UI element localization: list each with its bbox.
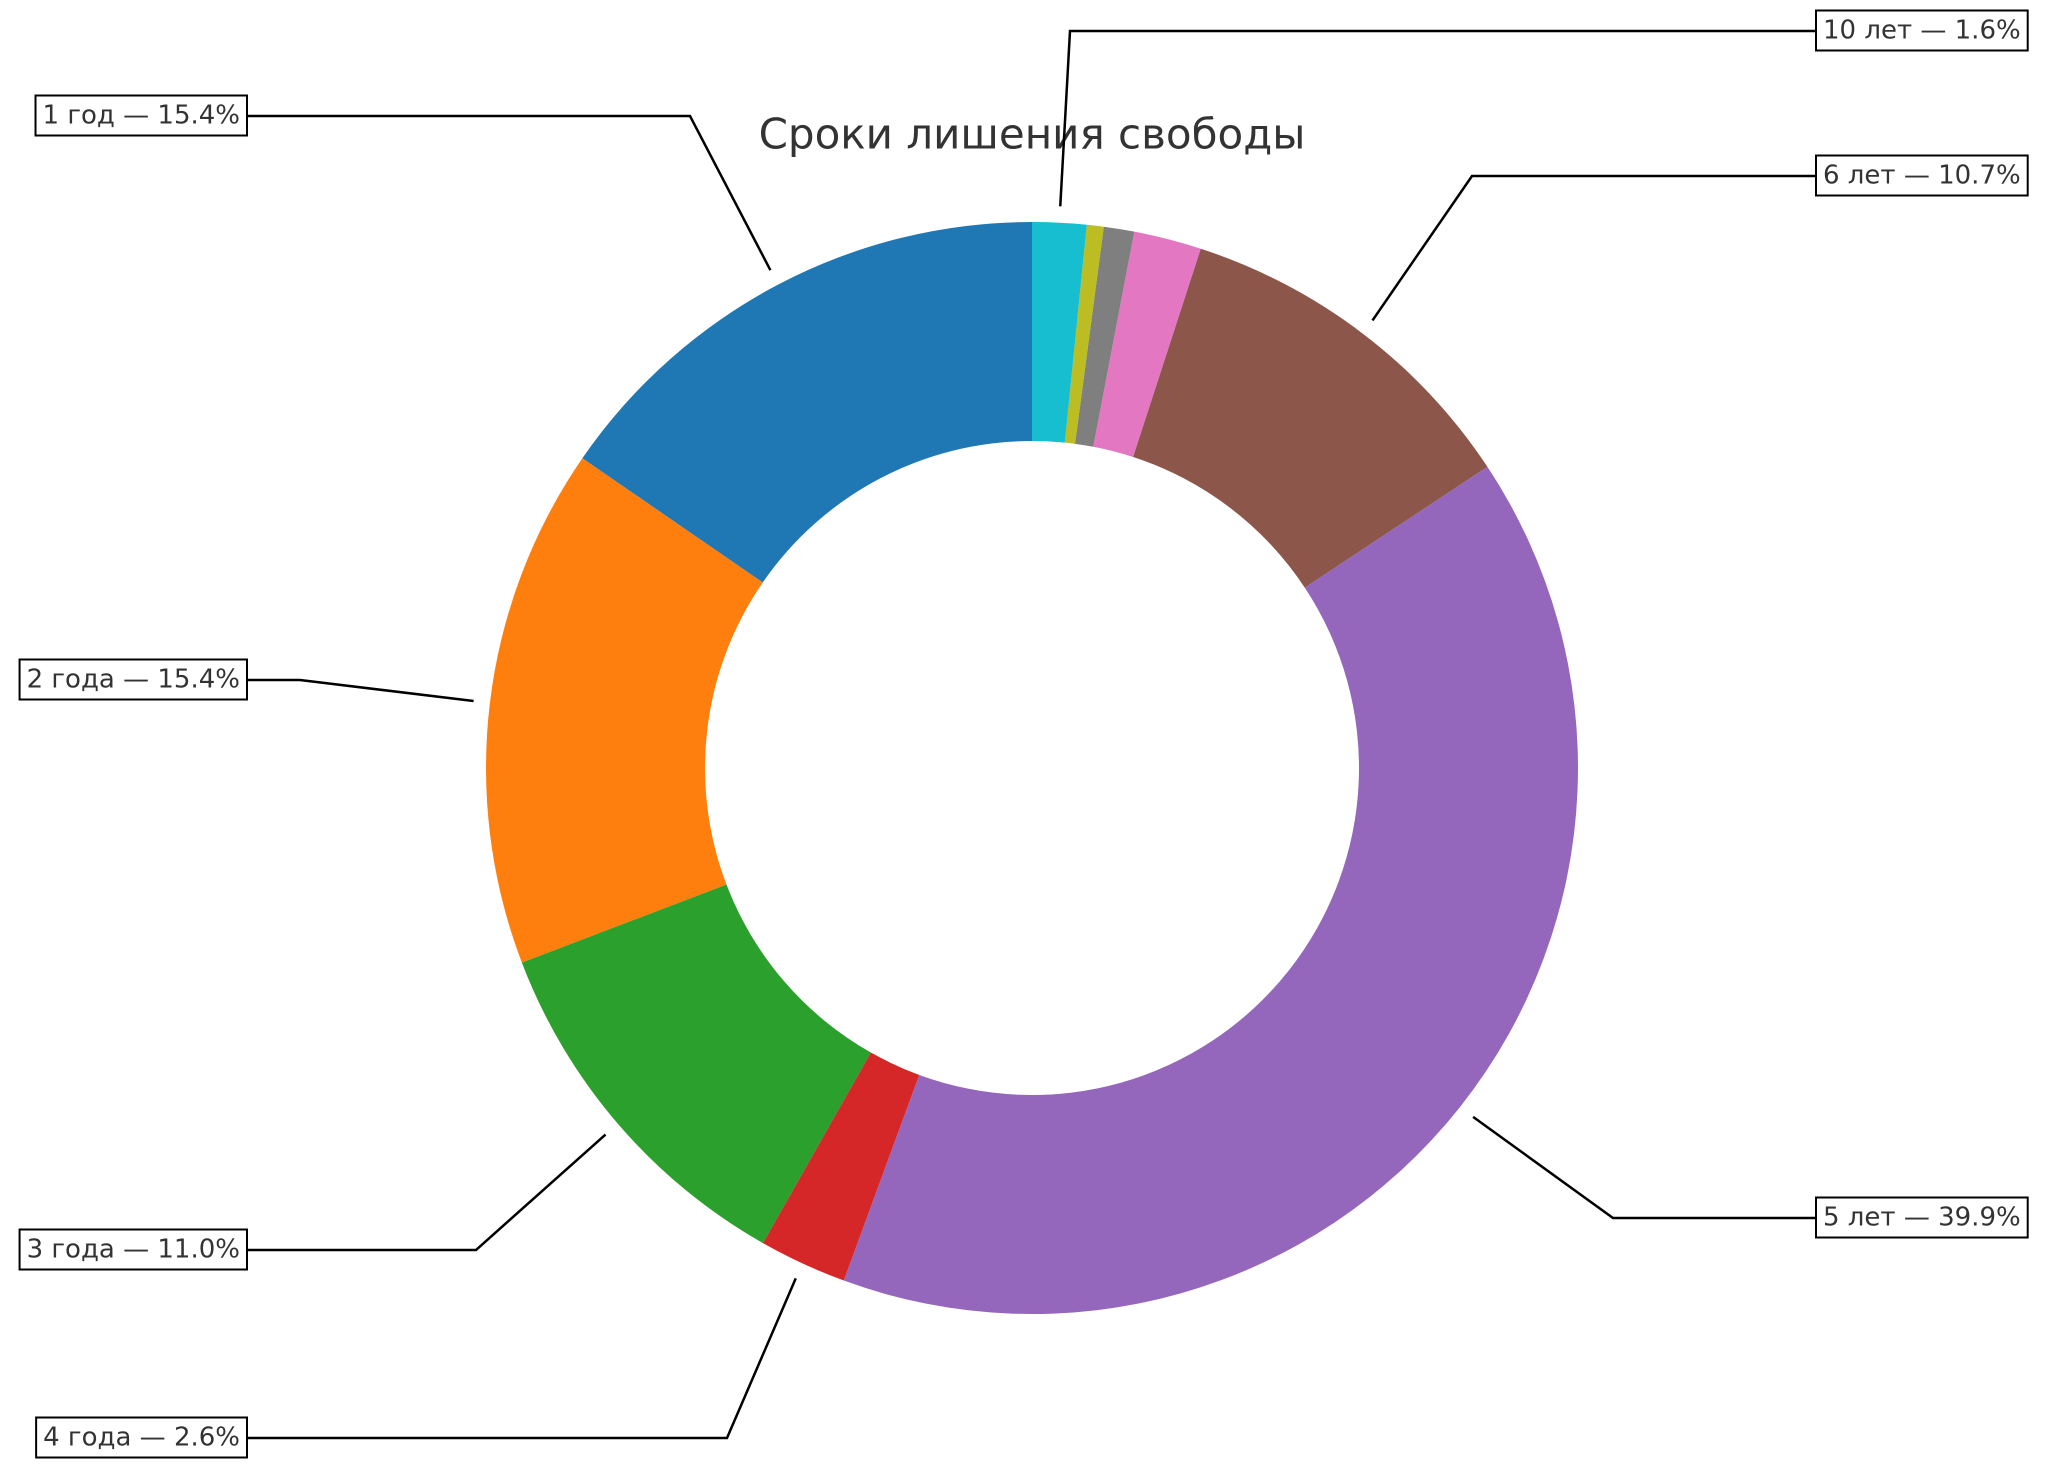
data-label: 1 год — 15.4% bbox=[43, 101, 240, 131]
leader-line bbox=[1371, 174, 1815, 322]
data-label: 10 лет — 1.6% bbox=[1823, 16, 2021, 46]
slice bbox=[762, 1052, 920, 1281]
slice bbox=[485, 458, 763, 963]
leader-line bbox=[1059, 29, 1815, 207]
chart-title: Сроки лишения свободы bbox=[759, 110, 1306, 159]
slice bbox=[521, 884, 871, 1244]
slice bbox=[1032, 222, 1087, 443]
label-box bbox=[18, 658, 248, 701]
data-label: 5 лет — 39.9% bbox=[1823, 1203, 2021, 1233]
label-box bbox=[34, 94, 248, 137]
slice bbox=[1064, 224, 1104, 444]
data-label: 2 года — 15.4% bbox=[27, 665, 240, 695]
label-box bbox=[18, 1228, 248, 1271]
leader-line bbox=[248, 114, 772, 271]
label-box bbox=[1815, 9, 2029, 52]
leader-line bbox=[1472, 1115, 1815, 1220]
slice bbox=[1093, 231, 1201, 458]
data-label: 3 года — 11.0% bbox=[27, 1235, 240, 1265]
slice bbox=[1133, 248, 1488, 588]
label-box bbox=[35, 1416, 248, 1459]
data-label: 6 лет — 10.7% bbox=[1823, 161, 2021, 191]
leader-line bbox=[248, 678, 474, 703]
data-label: 4 года — 2.6% bbox=[43, 1423, 240, 1453]
label-box bbox=[1815, 1196, 2029, 1239]
leader-line bbox=[248, 1133, 607, 1252]
slice bbox=[843, 466, 1579, 1315]
slice bbox=[582, 222, 1032, 583]
leader-line bbox=[248, 1277, 797, 1440]
slice bbox=[1075, 226, 1135, 447]
label-box bbox=[1815, 154, 2029, 197]
